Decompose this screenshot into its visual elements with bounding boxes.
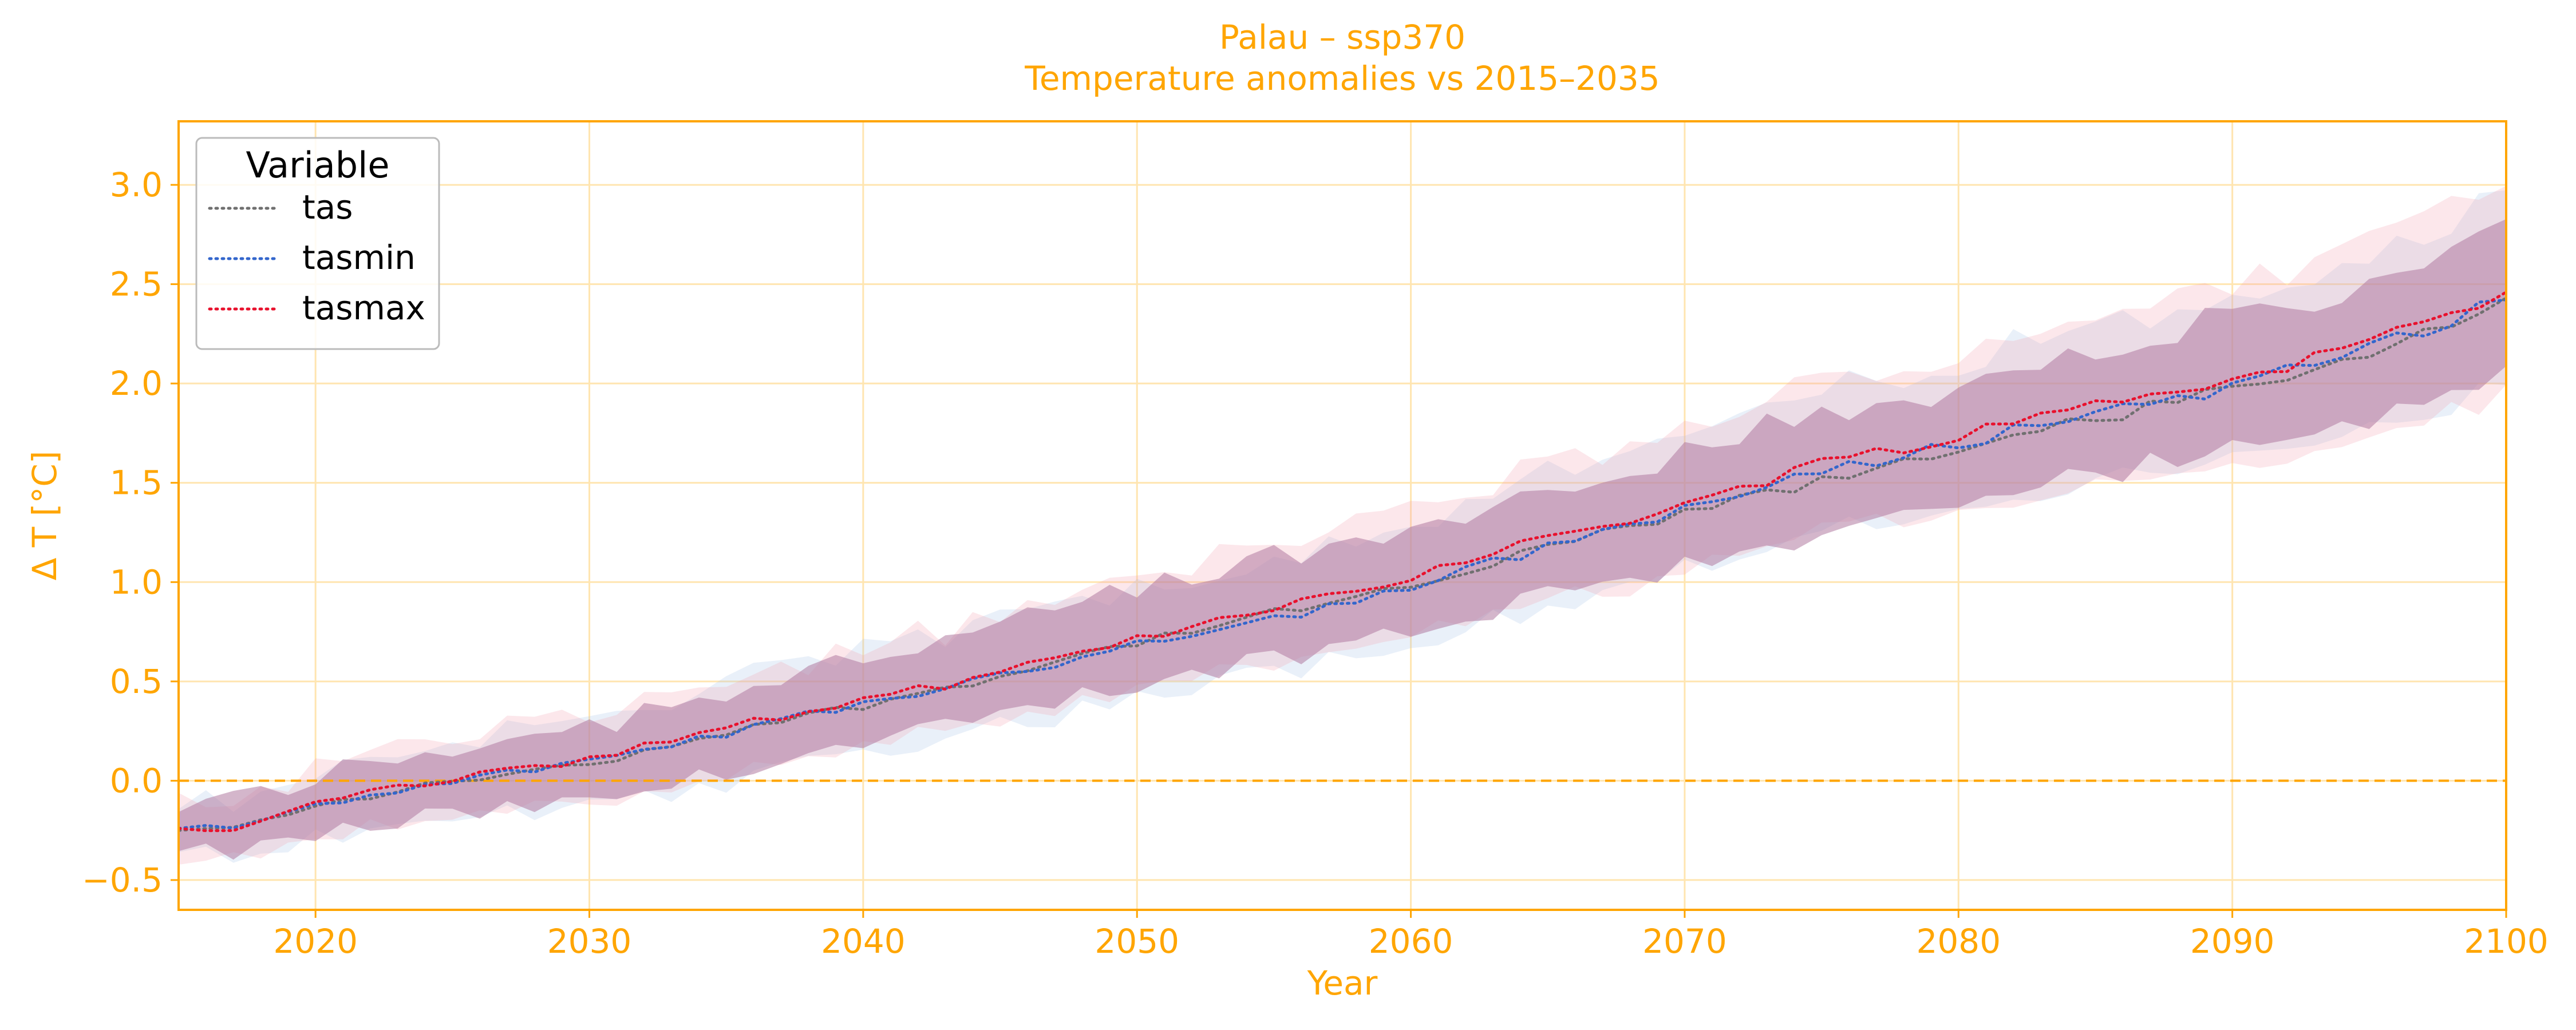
y-tick-label: 0.5 xyxy=(110,662,163,701)
chart-title-line1: Palau – ssp370 xyxy=(1219,18,1465,57)
y-tick-label: 2.5 xyxy=(110,265,163,304)
legend[interactable]: Variable tas tasmin tasmax xyxy=(195,137,440,350)
legend-label-tas: tas xyxy=(302,188,353,227)
series-line-tasmin xyxy=(179,298,2506,830)
x-axis: 2020 2030 2040 2050 2060 2070 2080 2090 2100 xyxy=(273,910,2549,961)
y-tick-label: 1.0 xyxy=(110,562,163,601)
legend-title: Variable xyxy=(246,144,389,186)
x-tick-label: 2080 xyxy=(1916,922,2001,961)
x-tick-label: 2040 xyxy=(821,922,906,961)
x-tick-label: 2050 xyxy=(1095,922,1179,961)
plot-area xyxy=(179,185,2506,865)
legend-label-tasmax: tasmax xyxy=(302,288,425,327)
x-tick-label: 2030 xyxy=(547,922,632,961)
x-axis-label: Year xyxy=(1307,964,1378,1003)
y-axis-label: Δ T [°C] xyxy=(25,451,64,581)
x-tick-label: 2070 xyxy=(1642,922,1727,961)
x-tick-label: 2100 xyxy=(2464,922,2549,961)
legend-box xyxy=(195,137,440,350)
series-line-tasmax xyxy=(179,291,2506,833)
legend-item-tas[interactable]: tas xyxy=(208,188,353,227)
legend-label-tasmin: tasmin xyxy=(302,238,416,277)
plot-frame xyxy=(177,120,2507,911)
legend-item-tasmax[interactable]: tasmax xyxy=(208,288,425,327)
y-tick-label: −0.5 xyxy=(82,861,163,900)
chart-title-line2: Temperature anomalies vs 2015–2035 xyxy=(1024,59,1660,98)
x-tick-label: 2060 xyxy=(1369,922,1453,961)
y-tick-label: 1.5 xyxy=(110,464,163,502)
x-tick-label: 2090 xyxy=(2190,922,2275,961)
y-tick-label: 2.0 xyxy=(110,364,163,403)
y-tick-label: 0.0 xyxy=(110,761,163,800)
y-axis: −0.5 0.0 0.5 1.0 1.5 2.0 2.5 3.0 xyxy=(82,165,179,900)
band-tas xyxy=(179,219,2506,860)
x-tick-label: 2020 xyxy=(273,922,358,961)
y-tick-label: 3.0 xyxy=(110,165,163,204)
legend-item-tasmin[interactable]: tasmin xyxy=(208,238,416,277)
